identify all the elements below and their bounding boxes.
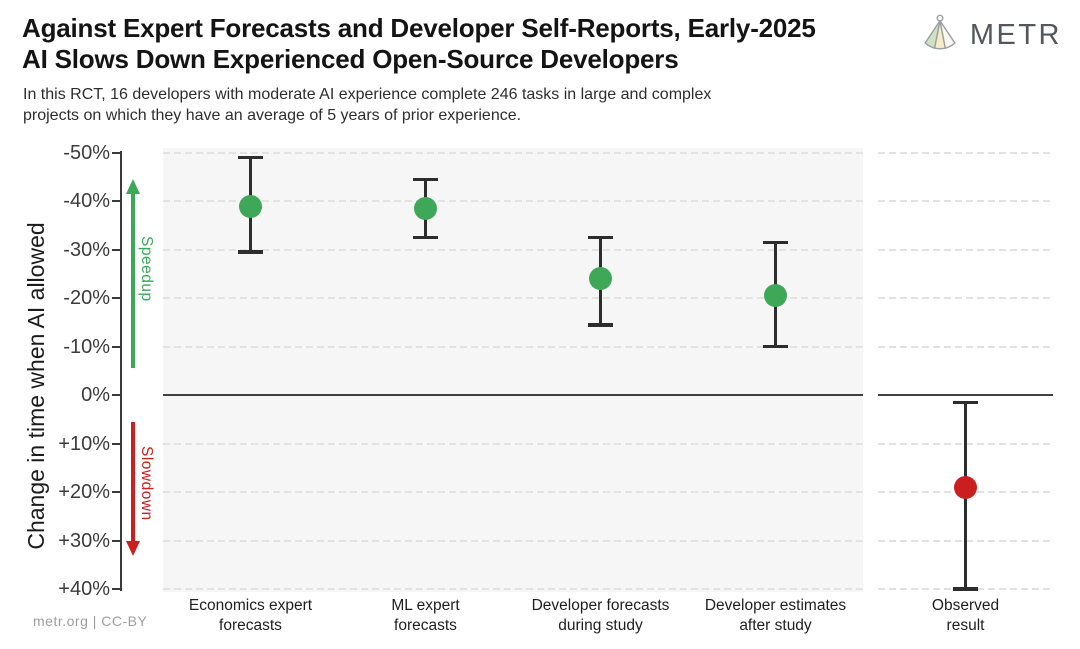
- gridline: [163, 588, 863, 591]
- y-tick-label: -30%: [63, 238, 110, 261]
- y-tick-label: -20%: [63, 287, 110, 310]
- zero-line: [163, 393, 863, 397]
- slowdown-arrowhead-icon: [126, 541, 140, 556]
- gridline: [878, 297, 1053, 300]
- speedup-arrow: [131, 193, 135, 368]
- title-line-1: Against Expert Forecasts and Developer S…: [22, 13, 816, 43]
- observed-plot-panel: [878, 148, 1053, 592]
- errorbar-cap: [763, 344, 788, 349]
- gridline: [878, 151, 1053, 154]
- gridline: [163, 539, 863, 542]
- y-tick-label: +40%: [58, 578, 110, 601]
- y-tick-mark: [112, 394, 120, 397]
- subtitle-line-1: In this RCT, 16 developers with moderate…: [23, 86, 712, 103]
- y-tick-mark: [112, 491, 120, 494]
- speedup-arrowhead-icon: [126, 179, 140, 194]
- x-category-label: Developer forecasts during study: [531, 597, 670, 634]
- data-point: [239, 194, 262, 218]
- x-category-label: Developer estimates after study: [704, 597, 847, 634]
- y-tick-mark: [112, 200, 120, 203]
- subtitle: In this RCT, 16 developers with moderate…: [23, 85, 711, 126]
- errorbar-cap: [413, 177, 438, 182]
- page-title: Against Expert Forecasts and Developer S…: [22, 13, 816, 75]
- errorbar-cap: [763, 240, 788, 245]
- gridline: [163, 442, 863, 445]
- footer-credit: metr.org | CC-BY: [33, 613, 148, 629]
- gridline: [163, 297, 863, 300]
- data-point: [764, 284, 787, 308]
- y-tick-label: -10%: [63, 335, 110, 358]
- data-point: [414, 197, 437, 221]
- x-category-label: Observed result: [931, 597, 1000, 634]
- y-tick-label: +30%: [58, 529, 110, 552]
- subtitle-line-2: projects on which they have an average o…: [23, 106, 522, 124]
- metr-logo: METR: [919, 12, 1062, 59]
- metr-logo-text: METR: [969, 19, 1062, 51]
- gridline: [878, 345, 1053, 348]
- zero-line: [878, 393, 1053, 397]
- y-axis-spine: [120, 151, 122, 591]
- y-tick-label: -50%: [63, 141, 110, 164]
- gridline: [163, 345, 863, 348]
- y-tick-mark: [112, 151, 120, 154]
- data-point: [589, 267, 612, 291]
- errorbar-cap: [413, 235, 438, 240]
- errorbar-cap: [953, 400, 978, 405]
- y-tick-mark: [112, 442, 120, 445]
- y-tick-label: +20%: [58, 481, 110, 504]
- speedup-label: Speedup: [138, 236, 155, 302]
- slowdown-arrow: [131, 422, 135, 541]
- y-tick-mark: [112, 248, 120, 251]
- x-category-label: ML expert forecasts: [391, 597, 460, 634]
- x-category-label: Economics expert forecasts: [188, 597, 313, 634]
- gridline: [878, 248, 1053, 251]
- y-tick-label: +10%: [58, 432, 110, 455]
- errorbar-cap: [238, 250, 263, 254]
- gridline: [163, 151, 863, 154]
- errorbar-cap: [953, 587, 978, 591]
- gridline: [163, 200, 863, 203]
- y-tick-mark: [112, 345, 120, 348]
- title-line-2: AI Slows Down Experienced Open-Source De…: [22, 44, 679, 74]
- slowdown-label: Slowdown: [138, 446, 155, 521]
- errorbar-cap: [588, 235, 613, 240]
- y-tick-mark: [112, 539, 120, 542]
- y-tick-mark: [112, 588, 120, 591]
- gridline: [163, 491, 863, 494]
- gridline: [878, 200, 1053, 203]
- gridline: [163, 248, 863, 251]
- errorbar-cap: [588, 323, 613, 327]
- data-point: [954, 475, 977, 499]
- y-tick-mark: [112, 297, 120, 300]
- y-tick-label: 0%: [81, 384, 110, 407]
- errorbar-cap: [238, 155, 263, 160]
- main-plot-panel: [163, 148, 863, 592]
- y-tick-label: -40%: [63, 190, 110, 213]
- metr-fan-icon: [919, 12, 961, 59]
